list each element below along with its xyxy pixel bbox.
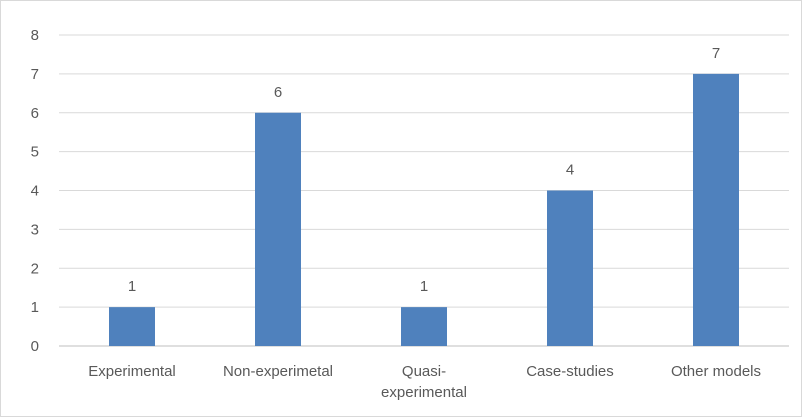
category-label: experimental <box>381 384 467 401</box>
data-label: 6 <box>274 84 282 101</box>
gridlines <box>59 34 789 347</box>
data-label: 4 <box>566 162 574 179</box>
category-label: Quasi- <box>402 363 446 380</box>
bars <box>109 73 739 346</box>
x-axis-categories: Experimental Non-experimetal Quasi-experim… <box>88 363 761 401</box>
y-tick-label: 4 <box>31 183 39 200</box>
bar <box>255 112 301 346</box>
data-label: 7 <box>712 45 720 62</box>
y-tick-label: 5 <box>31 144 39 161</box>
y-tick-label: 2 <box>31 260 39 277</box>
y-tick-label: 7 <box>31 66 39 83</box>
y-tick-label: 6 <box>31 105 39 122</box>
bar <box>547 190 593 346</box>
y-axis-ticks: 0 1 2 3 4 5 6 7 8 <box>31 27 39 355</box>
category-label: Experimental <box>88 363 176 380</box>
category-label: Non-experimetal <box>223 363 333 380</box>
data-labels: 1 6 1 4 7 <box>128 45 720 295</box>
category-label: Case-studies <box>526 363 614 380</box>
bar <box>109 307 155 346</box>
bar <box>401 307 447 346</box>
bar <box>693 73 739 346</box>
data-label: 1 <box>128 278 136 295</box>
y-tick-label: 0 <box>31 338 39 355</box>
y-tick-label: 3 <box>31 221 39 238</box>
y-tick-label: 1 <box>31 299 39 316</box>
data-label: 1 <box>420 278 428 295</box>
y-tick-label: 8 <box>31 27 39 44</box>
category-label: Other models <box>671 363 761 380</box>
